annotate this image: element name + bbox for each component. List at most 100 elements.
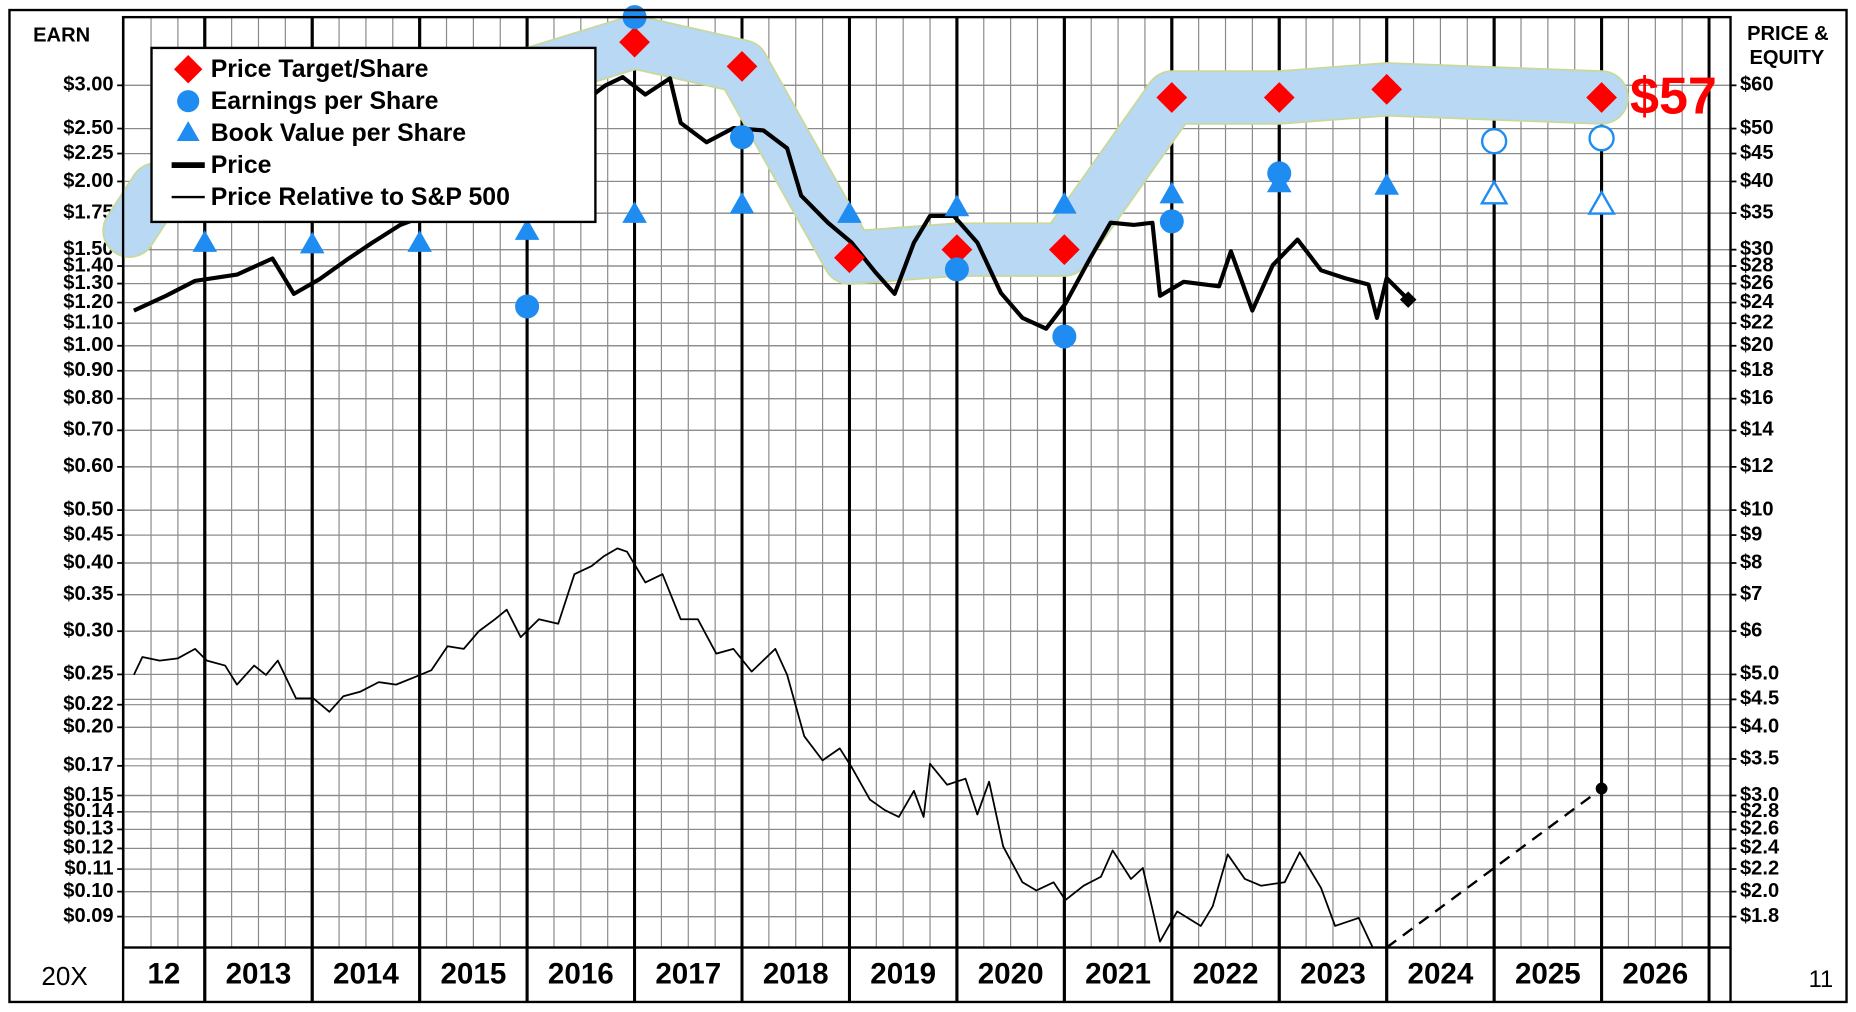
y-tick-label: $0.10 — [63, 880, 113, 902]
y2-tick-label: $8 — [1740, 551, 1762, 573]
diamond-marker — [834, 242, 865, 274]
y2-tick-label: $2.8 — [1740, 800, 1779, 822]
footer-left: 20X — [41, 961, 87, 991]
y-tick-label: $2.25 — [63, 142, 113, 164]
y2-tick-label: $30 — [1740, 238, 1774, 260]
y2-tick-label: $3.5 — [1740, 747, 1779, 769]
y-tick-label: $1.50 — [63, 238, 113, 260]
triangle-marker — [1159, 181, 1185, 204]
projection-point — [1595, 782, 1608, 795]
legend-label: Book Value per Share — [211, 120, 466, 147]
x-tick-label: 12 — [147, 958, 180, 991]
y2-tick-label: $60 — [1740, 74, 1774, 96]
y2-tick-label: $14 — [1740, 419, 1774, 441]
x-tick-label: 2022 — [1193, 958, 1259, 991]
circle-marker — [944, 257, 969, 282]
y-tick-label: $3.00 — [63, 74, 113, 96]
y2-axis-title: EQUITY — [1749, 47, 1824, 69]
grid: $3.00 $2.50 $2.25 $2.00 $1.75 $1.50$1.40$1.30… — [63, 17, 1780, 1002]
y-tick-label: $0.40 — [63, 551, 113, 573]
x-tick-label: 2014 — [333, 958, 399, 991]
x-tick-label: 2018 — [763, 958, 829, 991]
y-tick-label: $1.00 — [63, 334, 113, 356]
y2-tick-label: $35 — [1740, 201, 1774, 223]
legend-label: Earnings per Share — [211, 88, 439, 115]
y2-tick-label: $5.0 — [1740, 663, 1779, 685]
y-tick-label: $0.17 — [63, 754, 113, 776]
plot-frame — [121, 15, 1732, 949]
x-tick-label: 2013 — [226, 958, 292, 991]
y-tick-label: $0.09 — [63, 905, 113, 927]
footer-right: 11 — [1809, 967, 1834, 993]
triangle-marker — [1587, 189, 1616, 215]
y2-tick-label: $24 — [1740, 291, 1774, 313]
x-tick-label: 2016 — [548, 958, 614, 991]
y-tick-label: $0.11 — [64, 857, 113, 879]
y-tick-label: $0.30 — [63, 620, 113, 642]
y-tick-label: $0.80 — [63, 387, 113, 409]
series-line — [133, 547, 1374, 948]
y2-tick-label: $10 — [1740, 498, 1774, 520]
y2-tick-label: $2.0 — [1740, 880, 1779, 902]
legend-marker — [177, 90, 200, 113]
x-tick-label: 2023 — [1300, 958, 1366, 991]
y2-axis-title: PRICE & — [1747, 23, 1829, 45]
y-tick-label: $0.60 — [63, 455, 113, 477]
y2-tick-label: $7 — [1740, 583, 1762, 605]
y-tick-label: $0.25 — [63, 663, 113, 685]
triangle-marker — [944, 194, 970, 217]
triangle-marker — [299, 231, 325, 254]
y-tick-label: $0.20 — [63, 716, 113, 738]
y2-tick-label: $20 — [1740, 334, 1774, 356]
x-tick-label: 2024 — [1408, 958, 1474, 991]
y-tick-label: $0.50 — [63, 498, 113, 520]
circle-marker — [1480, 128, 1508, 155]
y-tick-label: $1.30 — [63, 272, 113, 294]
circle-marker — [515, 294, 540, 319]
x-tick-label: 2015 — [440, 958, 506, 991]
y2-tick-label: $40 — [1740, 170, 1774, 192]
y-tick-label: $1.75 — [63, 201, 113, 223]
y-tick-label: $0.90 — [63, 359, 113, 381]
end-marker — [1399, 291, 1417, 308]
y-tick-label: $0.13 — [63, 818, 113, 840]
y-tick-label: $1.40 — [63, 254, 113, 276]
x-tick-label: 2025 — [1515, 958, 1581, 991]
circle-marker — [1052, 324, 1077, 349]
outer-frame — [8, 8, 1848, 1004]
y-tick-label: $0.12 — [63, 837, 113, 859]
y-tick-label: $2.00 — [63, 170, 113, 192]
x-tick-label: 2020 — [978, 958, 1044, 991]
x-tick-label: 2017 — [655, 958, 721, 991]
x-tick-label: 2021 — [1085, 958, 1151, 991]
legend-box — [150, 46, 597, 224]
legend-marker — [174, 55, 203, 84]
triangle-marker — [407, 230, 432, 252]
triangle-marker — [1052, 192, 1077, 214]
y-tick-label: $1.10 — [63, 311, 113, 333]
y-tick-label: $1.20 — [63, 291, 113, 313]
y2-tick-label: $50 — [1740, 117, 1774, 139]
y2-tick-label: $4.0 — [1740, 716, 1779, 738]
circle-marker — [1159, 209, 1184, 234]
y-tick-label: $0.70 — [63, 419, 113, 441]
triangle-marker — [622, 201, 647, 223]
triangle-marker — [514, 218, 540, 240]
y2-tick-label: $45 — [1740, 142, 1774, 164]
legend-label: Price Target/Share — [211, 56, 429, 83]
y-tick-label: $0.22 — [63, 693, 113, 715]
value-label: $57 — [1630, 68, 1717, 126]
y2-tick-label: $9 — [1740, 523, 1762, 545]
y2-tick-label: $2.6 — [1740, 818, 1779, 840]
y2-tick-label: $2.4 — [1740, 837, 1780, 859]
triangle-marker — [1479, 179, 1509, 205]
triangle-marker — [729, 192, 755, 214]
y-tick-label: $0.14 — [63, 800, 114, 822]
y2-tick-label: $28 — [1740, 254, 1774, 276]
y-tick-label: $0.15 — [63, 784, 113, 806]
y2-tick-label: $3.0 — [1740, 784, 1779, 806]
y2-tick-label: $26 — [1740, 272, 1774, 294]
triangle-marker — [1374, 173, 1400, 195]
y-tick-label: $2.50 — [63, 117, 113, 139]
